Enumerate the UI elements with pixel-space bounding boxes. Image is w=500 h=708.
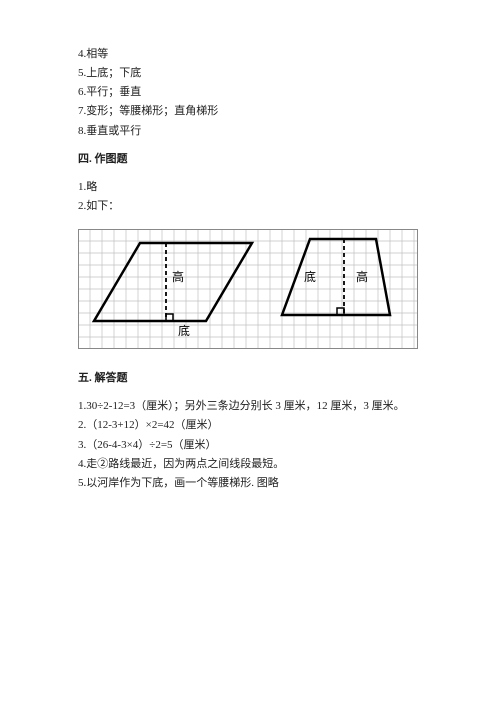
- answer-line: 6.平行；垂直: [78, 83, 430, 101]
- answer-line: 2.如下：: [78, 197, 430, 215]
- answer-line: 7.变形；等腰梯形；直角梯形: [78, 102, 430, 120]
- section4-heading: 四. 作图题: [78, 150, 430, 168]
- geometry-figure: 底高底高: [78, 229, 418, 349]
- answer-line: 4.走②路线最近，因为两点之间线段最短。: [78, 455, 430, 473]
- answer-line: 4.相等: [78, 45, 430, 63]
- answer-list-a: 4.相等 5.上底；下底 6.平行；垂直 7.变形；等腰梯形；直角梯形 8.垂直…: [78, 45, 430, 140]
- page-content: 4.相等 5.上底；下底 6.平行；垂直 7.变形；等腰梯形；直角梯形 8.垂直…: [0, 0, 500, 533]
- svg-text:高: 高: [172, 269, 184, 284]
- answer-line: 8.垂直或平行: [78, 122, 430, 140]
- answer-line: 2.（12-3+12）×2=42（厘米）: [78, 416, 430, 434]
- svg-text:底: 底: [304, 269, 316, 284]
- answer-line: 3.（26-4-3×4）÷2=5（厘米）: [78, 436, 430, 454]
- answer-line: 1.略: [78, 178, 430, 196]
- section5-items: 1.30÷2-12=3（厘米）；另外三条边分别长 3 厘米，12 厘米，3 厘米…: [78, 397, 430, 492]
- answer-line: 5.以河岸作为下底，画一个等腰梯形. 图略: [78, 474, 430, 492]
- figure: 底高底高: [78, 229, 430, 349]
- svg-text:高: 高: [356, 269, 368, 284]
- section4-items: 1.略 2.如下：: [78, 178, 430, 215]
- answer-line: 1.30÷2-12=3（厘米）；另外三条边分别长 3 厘米，12 厘米，3 厘米…: [78, 397, 430, 415]
- answer-line: 5.上底；下底: [78, 64, 430, 82]
- svg-text:底: 底: [178, 323, 190, 338]
- section5-heading: 五. 解答题: [78, 369, 430, 387]
